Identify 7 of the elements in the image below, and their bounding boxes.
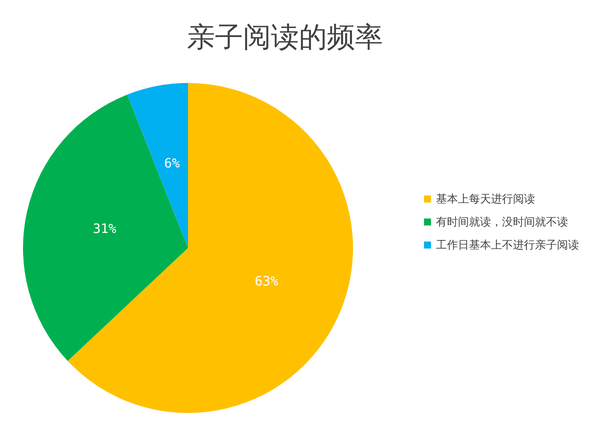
legend-label: 有时间就读，没时间就不读 — [436, 216, 568, 228]
data-label: 6% — [164, 156, 180, 172]
legend-label: 基本上每天进行阅读 — [436, 192, 535, 206]
legend-label: 工作日基本上不进行亲子阅读 — [436, 238, 579, 252]
data-label: 63% — [254, 274, 278, 290]
data-label: 31% — [92, 222, 116, 237]
chart-title: 亲子阅读的频率 — [187, 20, 383, 54]
